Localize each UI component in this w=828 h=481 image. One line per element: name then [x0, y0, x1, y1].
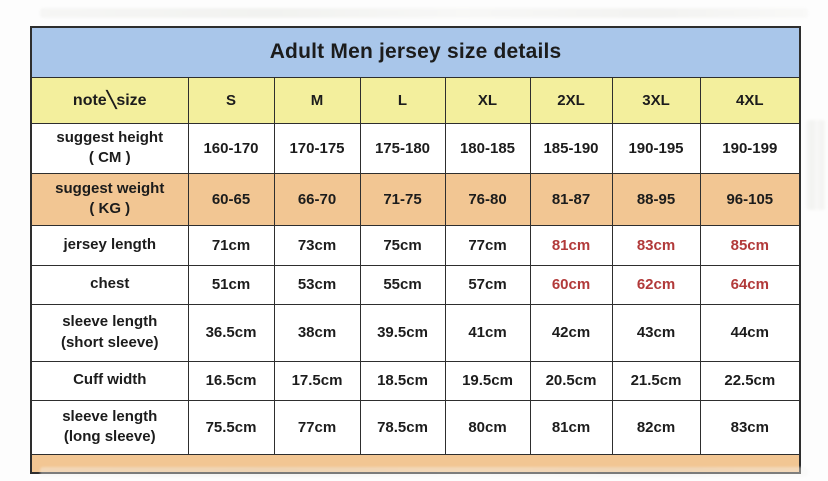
truncated-row: [30, 453, 801, 473]
table-row: suggest weight ( KG ) 60-65 66-70 71-75 76-8…: [30, 172, 801, 226]
value-cell: 76-80: [444, 172, 531, 226]
value-cell: 21.5cm: [611, 360, 701, 401]
size-chart-table: Adult Men jersey size details note╲size …: [30, 26, 802, 474]
size-header-xl: XL: [444, 76, 531, 124]
value-cell: 83cm: [699, 399, 801, 455]
size-header-2xl: 2XL: [529, 76, 613, 124]
value-cell: 75.5cm: [187, 399, 275, 455]
jpeg-artifact-right: [806, 120, 826, 210]
value-cell: 57cm: [444, 264, 531, 305]
value-cell: 17.5cm: [273, 360, 361, 401]
size-header-m: M: [273, 76, 361, 124]
value-cell: 43cm: [611, 303, 701, 362]
corner-header-note-size: note╲size: [30, 76, 189, 124]
value-cell: 60cm: [529, 264, 613, 305]
value-cell: 185-190: [529, 122, 613, 174]
table-title: Adult Men jersey size details: [30, 26, 801, 78]
value-cell: 36.5cm: [187, 303, 275, 362]
row-label: chest: [30, 264, 189, 305]
value-cell: 19.5cm: [444, 360, 531, 401]
value-cell: 22.5cm: [699, 360, 801, 401]
value-cell: 77cm: [273, 399, 361, 455]
table-row: suggest height ( CM ) 160-170 170-175 175-1…: [30, 122, 801, 174]
value-cell: 41cm: [444, 303, 531, 362]
value-cell: 85cm: [699, 224, 801, 266]
row-label: sleeve length (short sleeve): [30, 303, 189, 362]
value-cell: 71cm: [187, 224, 275, 266]
row-label: Cuff width: [30, 360, 189, 401]
jpeg-artifact-bottom: [40, 467, 808, 477]
row-label: sleeve length (long sleeve): [30, 399, 189, 455]
value-cell: 96-105: [699, 172, 801, 226]
value-cell: 160-170: [187, 122, 275, 174]
size-header-3xl: 3XL: [611, 76, 701, 124]
value-cell: 73cm: [273, 224, 361, 266]
value-cell: 81cm: [529, 399, 613, 455]
table-row: sleeve length (short sleeve) 36.5cm 38cm 39…: [30, 303, 801, 362]
size-header-4xl: 4XL: [699, 76, 801, 124]
value-cell: 64cm: [699, 264, 801, 305]
value-cell: 77cm: [444, 224, 531, 266]
value-cell: 190-195: [611, 122, 701, 174]
value-cell: 44cm: [699, 303, 801, 362]
value-cell: 190-199: [699, 122, 801, 174]
value-cell: 20.5cm: [529, 360, 613, 401]
value-cell: 55cm: [359, 264, 446, 305]
size-header-s: S: [187, 76, 275, 124]
value-cell: 78.5cm: [359, 399, 446, 455]
truncated-row-band: [30, 453, 801, 473]
value-cell: 170-175: [273, 122, 361, 174]
value-cell: 16.5cm: [187, 360, 275, 401]
value-cell: 38cm: [273, 303, 361, 362]
value-cell: 39.5cm: [359, 303, 446, 362]
value-cell: 62cm: [611, 264, 701, 305]
value-cell: 82cm: [611, 399, 701, 455]
value-cell: 83cm: [611, 224, 701, 266]
table-row: Cuff width 16.5cm 17.5cm 18.5cm 19.5cm 20.5cm…: [30, 360, 801, 401]
value-cell: 51cm: [187, 264, 275, 305]
value-cell: 75cm: [359, 224, 446, 266]
value-cell: 81-87: [529, 172, 613, 226]
value-cell: 81cm: [529, 224, 613, 266]
value-cell: 71-75: [359, 172, 446, 226]
table-row: chest 51cm 53cm 55cm 57cm 60cm 62cm 64cm: [30, 264, 801, 305]
value-cell: 42cm: [529, 303, 613, 362]
jpeg-artifact-top: [40, 8, 808, 18]
value-cell: 60-65: [187, 172, 275, 226]
table-row: jersey length 71cm 73cm 75cm 77cm 81cm 83cm 85c…: [30, 224, 801, 266]
value-cell: 88-95: [611, 172, 701, 226]
value-cell: 175-180: [359, 122, 446, 174]
size-header-l: L: [359, 76, 446, 124]
row-label: suggest height ( CM ): [30, 122, 189, 174]
row-label: suggest weight ( KG ): [30, 172, 189, 226]
value-cell: 53cm: [273, 264, 361, 305]
value-cell: 66-70: [273, 172, 361, 226]
value-cell: 18.5cm: [359, 360, 446, 401]
value-cell: 180-185: [444, 122, 531, 174]
row-label: jersey length: [30, 224, 189, 266]
value-cell: 80cm: [444, 399, 531, 455]
table-row: sleeve length (long sleeve) 75.5cm 77cm 78.…: [30, 399, 801, 455]
